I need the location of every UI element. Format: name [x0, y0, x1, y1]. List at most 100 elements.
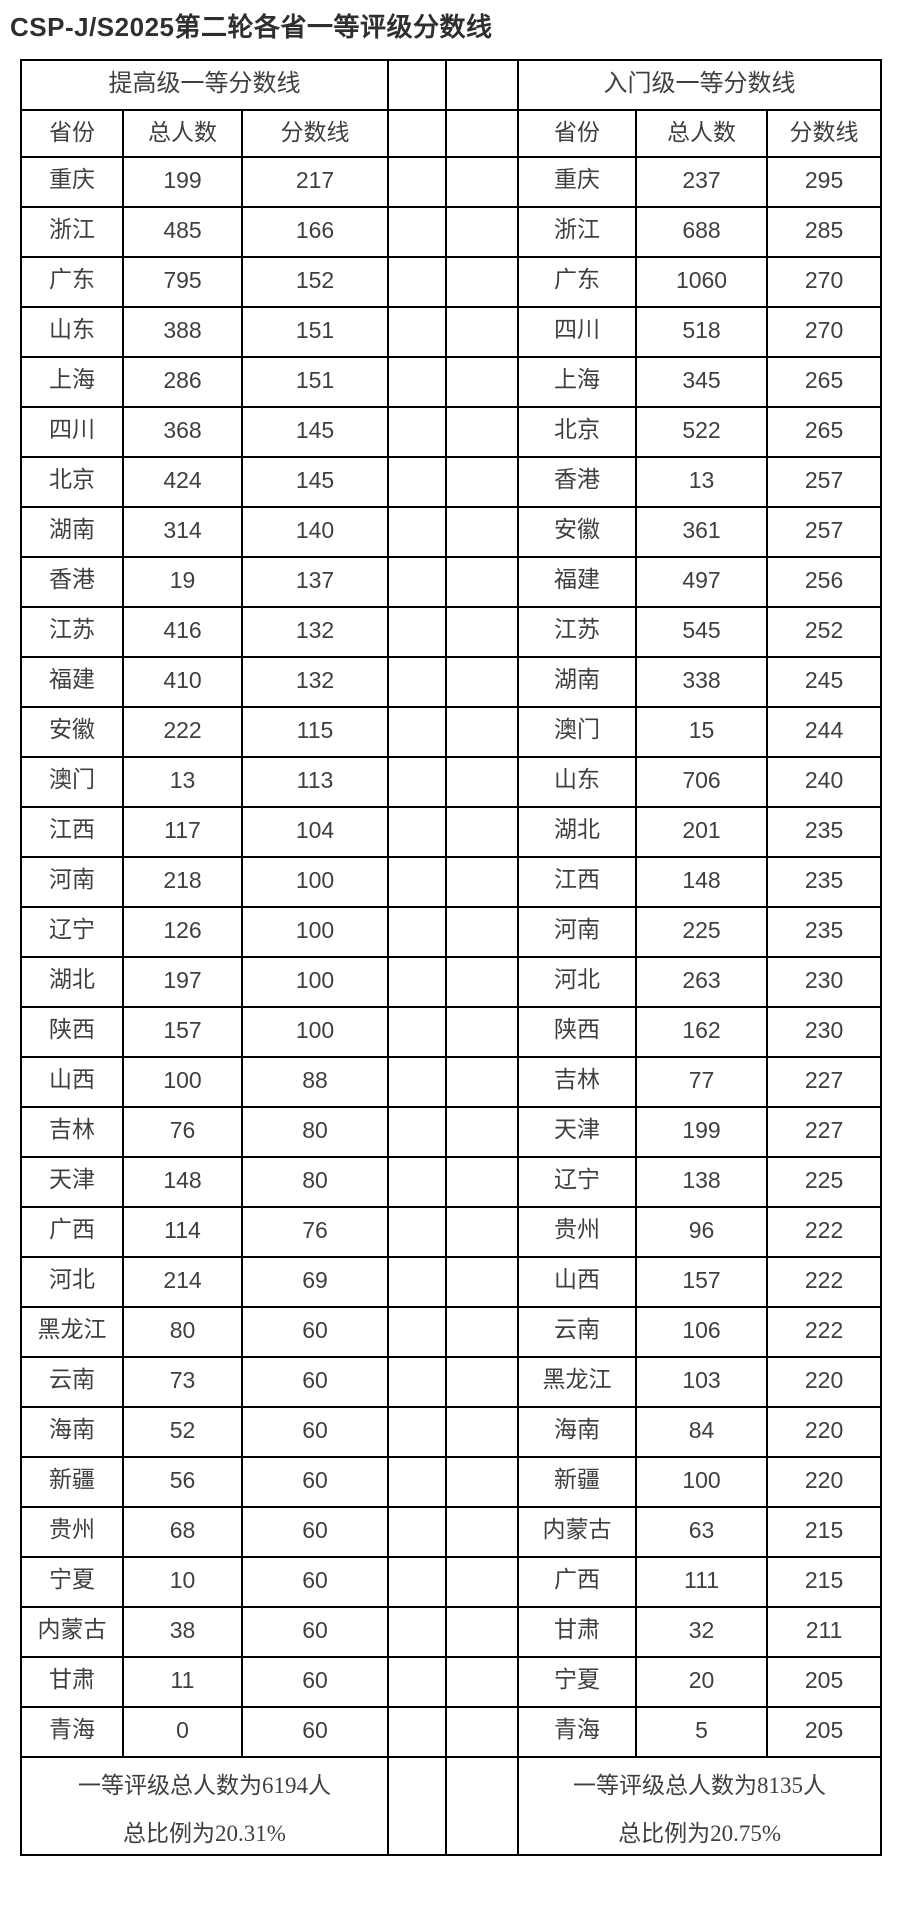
right-province-cell: 重庆: [517, 156, 638, 209]
left-footer-total: 一等评级总人数为6194人: [78, 1773, 332, 1799]
left-province-cell: 甘肃: [20, 1656, 124, 1709]
left-col-total: 总人数: [122, 109, 243, 159]
right-total-cell: 361: [635, 506, 769, 559]
table-row: 重庆 199 217 重庆 237 295: [20, 156, 883, 209]
table-row: 山西 100 88 吉林 77 227: [20, 1056, 883, 1109]
left-province-cell: 青海: [20, 1706, 124, 1759]
spacer-cell: [387, 806, 448, 859]
left-col-province: 省份: [20, 109, 124, 159]
spacer-cell: [445, 856, 520, 909]
table-row: 四川 368 145 北京 522 265: [20, 406, 883, 459]
right-table-title: 入门级一等分数线: [517, 59, 883, 112]
table-row: 陕西 157 100 陕西 162 230: [20, 1006, 883, 1059]
right-total-cell: 100: [635, 1456, 769, 1509]
right-total-cell: 1060: [635, 256, 769, 309]
left-cutoff-cell: 137: [240, 556, 390, 609]
left-total-cell: 38: [122, 1606, 243, 1659]
table-row: 澳门 13 113 山东 706 240: [20, 756, 883, 809]
page-title: CSP-J/S2025第二轮各省一等评级分数线: [10, 12, 493, 42]
table-row: 湖南 314 140 安徽 361 257: [20, 506, 883, 559]
left-total-cell: 100: [122, 1056, 243, 1109]
right-total-cell: 77: [635, 1056, 769, 1109]
left-cutoff-cell: 80: [240, 1156, 390, 1209]
right-total-cell: 706: [635, 756, 769, 809]
left-total-cell: 218: [122, 856, 243, 909]
left-province-cell: 山西: [20, 1056, 124, 1109]
right-cutoff-cell: 295: [766, 156, 883, 209]
spacer-cell: [445, 356, 520, 409]
left-footer: 一等评级总人数为6194人 总比例为20.31%: [19, 1756, 390, 1857]
right-cutoff-cell: 220: [766, 1356, 883, 1409]
right-total-cell: 263: [635, 956, 769, 1009]
left-province-cell: 河南: [20, 856, 124, 909]
spacer-cell: [445, 756, 520, 809]
right-total-cell: 688: [635, 206, 769, 259]
right-cutoff-cell: 265: [766, 356, 883, 409]
spacer-cell: [445, 406, 520, 459]
right-total-cell: 157: [635, 1256, 769, 1309]
spacer-cell: [387, 1506, 448, 1559]
right-cutoff-cell: 245: [766, 656, 883, 709]
spacer-cell: [445, 1506, 520, 1559]
right-province-cell: 河北: [517, 956, 638, 1009]
spacer-cell: [445, 1006, 520, 1059]
table-row: 天津 148 80 辽宁 138 225: [20, 1156, 883, 1209]
left-province-cell: 浙江: [20, 206, 124, 259]
right-province-cell: 天津: [517, 1106, 638, 1159]
right-cutoff-cell: 235: [766, 806, 883, 859]
right-col-total: 总人数: [635, 109, 769, 159]
left-cutoff-cell: 115: [240, 706, 390, 759]
left-cutoff-cell: 60: [240, 1456, 390, 1509]
column-header-row: 省份 总人数 分数线 省份 总人数 分数线: [20, 109, 883, 159]
right-total-cell: 111: [635, 1556, 769, 1609]
left-cutoff-cell: 132: [240, 606, 390, 659]
right-province-cell: 香港: [517, 456, 638, 509]
left-cutoff-cell: 140: [240, 506, 390, 559]
right-total-cell: 345: [635, 356, 769, 409]
table-row: 甘肃 11 60 宁夏 20 205: [20, 1656, 883, 1709]
spacer-cell: [387, 506, 448, 559]
right-province-cell: 广西: [517, 1556, 638, 1609]
spacer-cell: [445, 109, 520, 159]
right-cutoff-cell: 244: [766, 706, 883, 759]
right-total-cell: 84: [635, 1406, 769, 1459]
spacer-cell: [387, 1006, 448, 1059]
left-province-cell: 宁夏: [20, 1556, 124, 1609]
left-cutoff-cell: 60: [240, 1556, 390, 1609]
left-total-cell: 126: [122, 906, 243, 959]
spacer-cell: [445, 59, 520, 112]
spacer-cell: [445, 656, 520, 709]
spacer-cell: [387, 1756, 448, 1857]
left-cutoff-cell: 80: [240, 1106, 390, 1159]
left-cutoff-cell: 100: [240, 906, 390, 959]
right-total-cell: 15: [635, 706, 769, 759]
right-cutoff-cell: 265: [766, 406, 883, 459]
left-cutoff-cell: 60: [240, 1606, 390, 1659]
right-province-cell: 湖南: [517, 656, 638, 709]
left-cutoff-cell: 88: [240, 1056, 390, 1109]
right-cutoff-cell: 230: [766, 956, 883, 1009]
right-province-cell: 澳门: [517, 706, 638, 759]
left-province-cell: 贵州: [20, 1506, 124, 1559]
left-province-cell: 上海: [20, 356, 124, 409]
right-total-cell: 338: [635, 656, 769, 709]
left-total-cell: 73: [122, 1356, 243, 1409]
left-province-cell: 云南: [20, 1356, 124, 1409]
left-province-cell: 广西: [20, 1206, 124, 1259]
right-total-cell: 237: [635, 156, 769, 209]
left-total-cell: 314: [122, 506, 243, 559]
right-cutoff-cell: 205: [766, 1656, 883, 1709]
right-cutoff-cell: 205: [766, 1706, 883, 1759]
left-cutoff-cell: 132: [240, 656, 390, 709]
spacer-cell: [445, 1706, 520, 1759]
right-total-cell: 96: [635, 1206, 769, 1259]
table-row: 上海 286 151 上海 345 265: [20, 356, 883, 409]
spacer-cell: [445, 906, 520, 959]
right-cutoff-cell: 215: [766, 1556, 883, 1609]
spacer-cell: [445, 1106, 520, 1159]
right-total-cell: 20: [635, 1656, 769, 1709]
spacer-cell: [445, 1356, 520, 1409]
right-province-cell: 河南: [517, 906, 638, 959]
right-province-cell: 海南: [517, 1406, 638, 1459]
spacer-cell: [445, 956, 520, 1009]
